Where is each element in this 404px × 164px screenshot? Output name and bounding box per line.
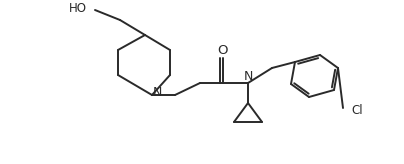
Text: N: N (152, 85, 162, 99)
Text: Cl: Cl (351, 104, 363, 117)
Text: HO: HO (69, 2, 87, 16)
Text: N: N (243, 71, 252, 83)
Text: O: O (217, 44, 227, 58)
